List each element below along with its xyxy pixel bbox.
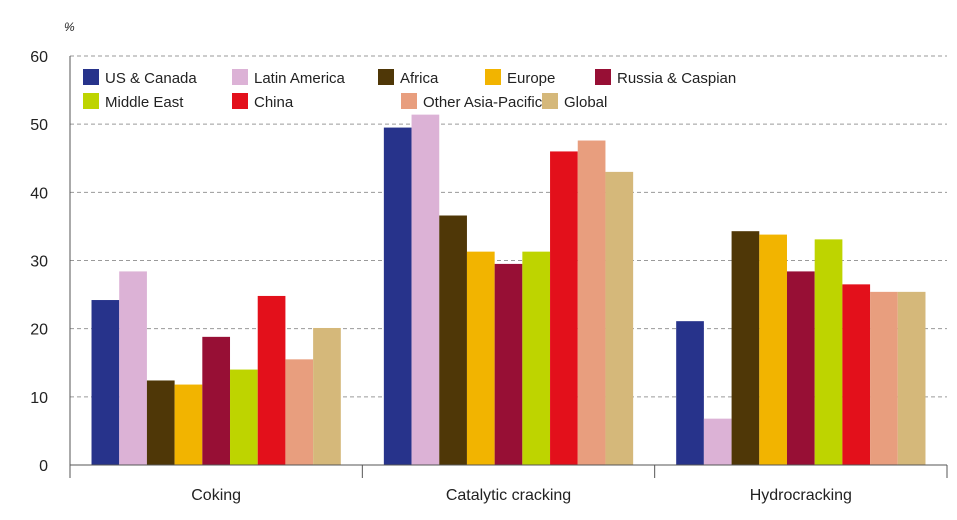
x-category-label: Coking	[191, 487, 241, 504]
legend-label: Africa	[400, 70, 439, 87]
bars	[91, 114, 926, 465]
legend-label: Russia & Caspian	[617, 70, 736, 87]
legend-label: Europe	[507, 70, 555, 87]
y-tick-label: 20	[30, 322, 48, 339]
bar	[731, 231, 760, 465]
legend-label: Latin America	[254, 70, 346, 87]
bar	[383, 127, 412, 465]
bar	[466, 251, 495, 465]
legend-swatch	[595, 69, 611, 85]
bar	[605, 171, 634, 465]
legend-swatch	[378, 69, 394, 85]
bar	[174, 384, 203, 465]
bar	[439, 215, 467, 465]
axes: 0 10 20 30 40 50 60 Coking Catalytic cracking Hyd…	[30, 49, 948, 504]
bar	[676, 321, 704, 465]
bar	[814, 239, 843, 465]
y-tick-label: 50	[30, 117, 48, 134]
x-category-label: Catalytic cracking	[446, 487, 571, 504]
bar	[786, 271, 815, 465]
y-tick-label: 10	[30, 390, 48, 407]
bar	[119, 271, 147, 465]
legend-swatch	[401, 93, 417, 109]
legend-swatch	[232, 93, 248, 109]
legend-label: Global	[564, 94, 607, 111]
y-tick-label: 40	[30, 185, 48, 202]
y-tick-label: 30	[30, 254, 48, 271]
bar	[313, 327, 341, 465]
y-axis-unit-label: %	[64, 20, 75, 34]
bar	[285, 359, 314, 465]
legend-swatch	[232, 69, 248, 85]
legend-label: Middle East	[105, 94, 184, 111]
bar	[494, 263, 523, 465]
y-tick-label: 60	[30, 49, 48, 66]
legend-label: US & Canada	[105, 70, 197, 87]
bar	[202, 336, 231, 465]
bar	[703, 418, 732, 465]
bar	[842, 284, 871, 465]
bar	[897, 291, 926, 465]
legend-label: China	[254, 94, 294, 111]
legend-swatch	[542, 93, 558, 109]
legend-label: Other Asia-Pacific	[423, 94, 543, 111]
bar	[550, 151, 578, 465]
bar	[870, 291, 898, 465]
bar	[257, 295, 286, 465]
bar	[230, 369, 258, 465]
bar	[522, 251, 551, 465]
bar	[759, 234, 787, 465]
legend: US & Canada Latin America Africa Europe Russ…	[76, 62, 736, 114]
legend-swatch	[485, 69, 501, 85]
x-category-label: Hydrocracking	[750, 487, 852, 504]
y-tick-label: 0	[39, 458, 48, 475]
bar	[91, 300, 120, 465]
legend-swatch	[83, 69, 99, 85]
legend-swatch	[83, 93, 99, 109]
bar	[146, 380, 175, 465]
bar	[577, 140, 606, 465]
bar	[411, 114, 440, 465]
